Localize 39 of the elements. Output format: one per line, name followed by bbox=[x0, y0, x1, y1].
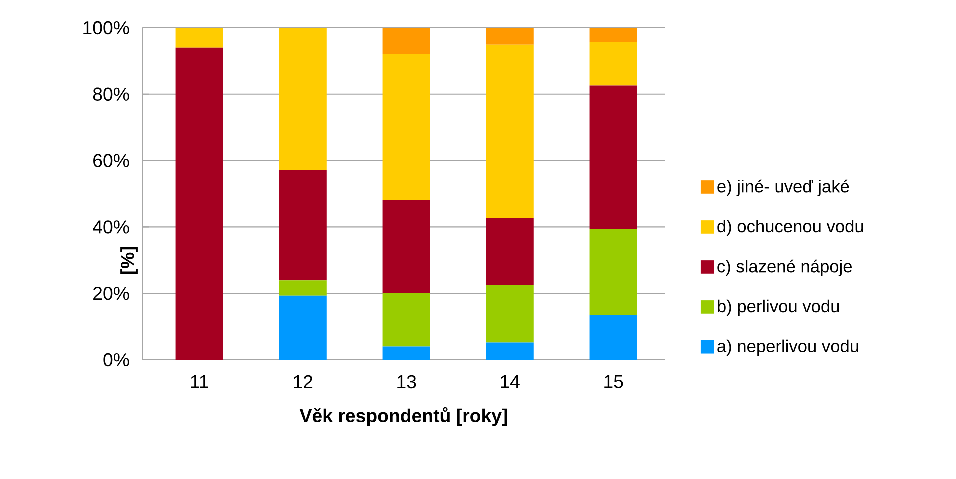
bar bbox=[382, 200, 430, 294]
bar bbox=[176, 48, 224, 360]
bar bbox=[590, 86, 638, 230]
x-tick-label: 11 bbox=[191, 376, 208, 388]
legend-label: b) perlivou vodu bbox=[718, 300, 840, 316]
y-tick-label: 40% bbox=[93, 220, 130, 234]
bar bbox=[382, 346, 430, 360]
bar bbox=[486, 28, 534, 46]
bar bbox=[279, 170, 327, 281]
legend-label: a) neperlivou vodu bbox=[718, 340, 858, 356]
x-tick-label: 15 bbox=[604, 376, 624, 389]
bar bbox=[382, 293, 430, 347]
bar bbox=[176, 28, 224, 48]
y-axis-title: [%] bbox=[120, 247, 138, 274]
x-tick-label: 12 bbox=[294, 376, 313, 389]
bar bbox=[279, 280, 327, 296]
x-tick-label: 13 bbox=[398, 376, 416, 389]
y-tick-label: 20% bbox=[94, 287, 130, 300]
legend-label: c) slazené nápoje bbox=[718, 260, 852, 276]
bar bbox=[279, 296, 327, 360]
y-tick-label: 0% bbox=[104, 354, 130, 367]
bar bbox=[486, 285, 534, 343]
x-axis-title: Věk respondentů [roky] bbox=[300, 408, 508, 426]
x-tick-label: 14 bbox=[501, 376, 520, 388]
bar bbox=[486, 342, 534, 360]
bar bbox=[486, 218, 534, 286]
bar bbox=[486, 45, 534, 219]
y-tick-label: 80% bbox=[93, 88, 130, 102]
bar bbox=[590, 28, 638, 42]
y-tick-label: 60% bbox=[94, 154, 130, 168]
bar bbox=[382, 28, 430, 55]
bar bbox=[590, 230, 638, 316]
bar bbox=[279, 28, 327, 171]
y-tick-label: 100% bbox=[84, 22, 130, 35]
legend-label: d) ochucenou vodu bbox=[718, 220, 864, 236]
bar bbox=[590, 42, 638, 86]
bar bbox=[590, 316, 638, 360]
legend-label: e) jiné- uveď jaké bbox=[718, 180, 850, 196]
bar bbox=[382, 54, 430, 200]
